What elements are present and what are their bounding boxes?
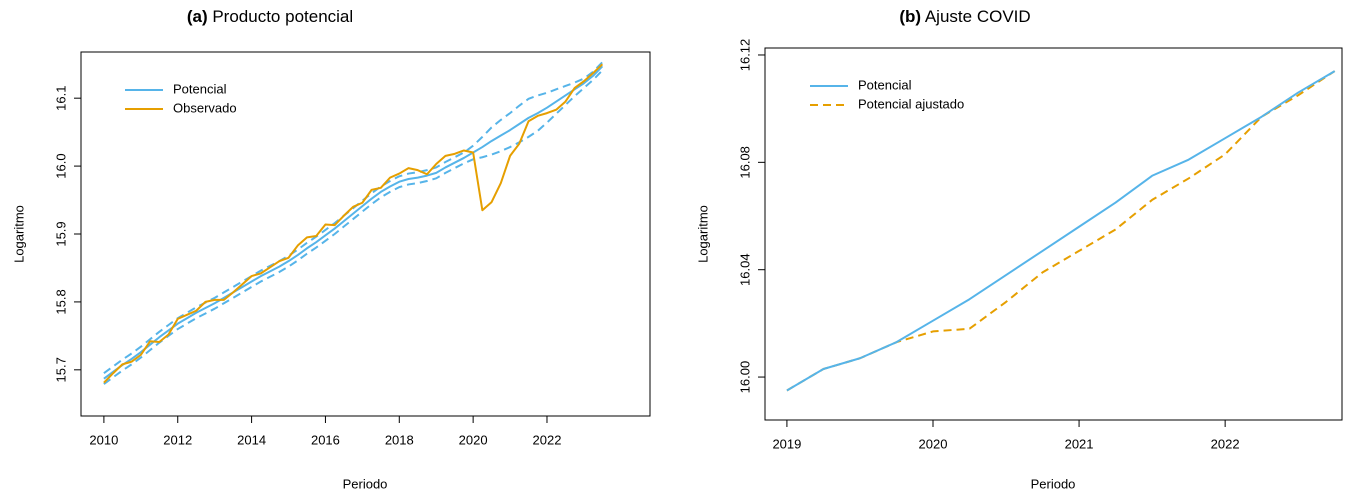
- y-tick-label: 16.08: [737, 146, 752, 179]
- legend-label: Potencial: [173, 81, 227, 96]
- x-tick-label: 2020: [459, 432, 488, 447]
- x-axis-label: Periodo: [343, 476, 388, 491]
- x-tick-label: 2010: [89, 432, 118, 447]
- legend-label: Observado: [173, 100, 237, 115]
- y-tick-label: 16.1: [53, 86, 68, 111]
- panel-tag: (b): [899, 7, 921, 26]
- y-tick-label: 15.8: [53, 289, 68, 314]
- x-tick-label: 2016: [311, 432, 340, 447]
- chart-title: (a) Producto potencial: [187, 7, 353, 26]
- panel-tag: (a): [187, 7, 208, 26]
- y-tick-label: 16.00: [737, 361, 752, 394]
- y-tick-label: 15.9: [53, 221, 68, 246]
- plot-frame: [80, 51, 651, 417]
- y-axis-label: Logaritmo: [695, 205, 710, 263]
- x-tick-label: 2020: [919, 436, 948, 451]
- chart-title: (b) Ajuste COVID: [899, 7, 1030, 26]
- y-tick-label: 16.0: [53, 153, 68, 178]
- title-text: Ajuste COVID: [925, 7, 1031, 26]
- x-axis-label: Periodo: [1031, 476, 1076, 491]
- x-tick-label: 2021: [1065, 436, 1094, 451]
- y-axis-label: Logaritmo: [11, 205, 26, 263]
- title-text: Producto potencial: [212, 7, 353, 26]
- y-tick-label: 16.04: [737, 253, 752, 286]
- y-tick-label: 16.12: [737, 39, 752, 72]
- x-tick-label: 2019: [772, 436, 801, 451]
- legend-label: Potencial ajustado: [858, 96, 964, 111]
- series-line: [103, 65, 604, 380]
- dashed-line: [786, 70, 1336, 392]
- series-line: [103, 63, 604, 384]
- x-tick-label: 2012: [163, 432, 192, 447]
- x-tick-label: 2014: [237, 432, 266, 447]
- x-tick-label: 2022: [533, 432, 562, 447]
- y-tick-label: 15.7: [53, 357, 68, 382]
- x-tick-label: 2022: [1211, 436, 1240, 451]
- plot-frame: [764, 47, 1343, 421]
- x-tick-label: 2018: [385, 432, 414, 447]
- legend-label: Potencial: [858, 77, 912, 92]
- series-line: [786, 70, 1336, 392]
